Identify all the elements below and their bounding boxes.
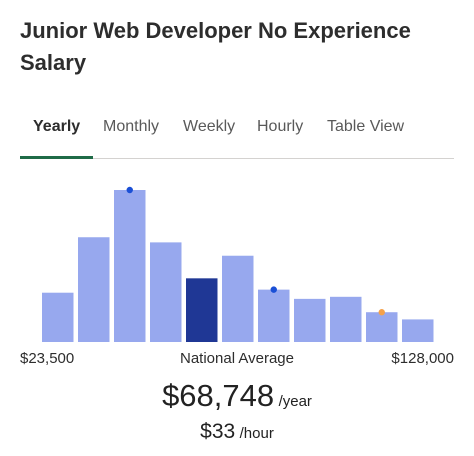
hourly-unit: /hour [239,425,274,442]
hourly-salary: $33 /hour [0,420,474,444]
tab[interactable]: Hourly [257,118,304,135]
tab-bar: Yearly Monthly Weekly Hourly Table View [0,116,474,160]
bar [42,292,74,342]
bar [330,296,362,342]
bar [366,312,398,342]
active-tab-underline [20,156,93,159]
tab[interactable]: Yearly [33,118,81,135]
bar [150,242,182,342]
max-label: $128,000 [391,350,454,367]
bar [402,319,434,342]
min-label: $23,500 [20,350,75,367]
bar [258,289,290,342]
hourly-value: $33 [200,420,236,443]
center-label: National Average [180,350,294,367]
yearly-unit: /year [278,393,312,410]
bar [294,298,326,342]
marker-dot [270,286,277,293]
bar [222,255,254,342]
yearly-value: $68,748 [162,378,275,413]
chart [42,186,434,342]
yearly-salary: $68,748 /year [0,378,474,414]
tab[interactable]: Table View [327,118,405,135]
tab[interactable]: Monthly [103,118,160,135]
bar [114,190,146,342]
bar [186,278,218,342]
marker-dot [378,309,385,316]
divider [20,158,454,159]
bar [78,237,110,342]
page-title: Junior Web Developer No Experience Salar… [20,18,411,75]
tab[interactable]: Weekly [183,118,236,135]
marker-dot [126,186,133,194]
